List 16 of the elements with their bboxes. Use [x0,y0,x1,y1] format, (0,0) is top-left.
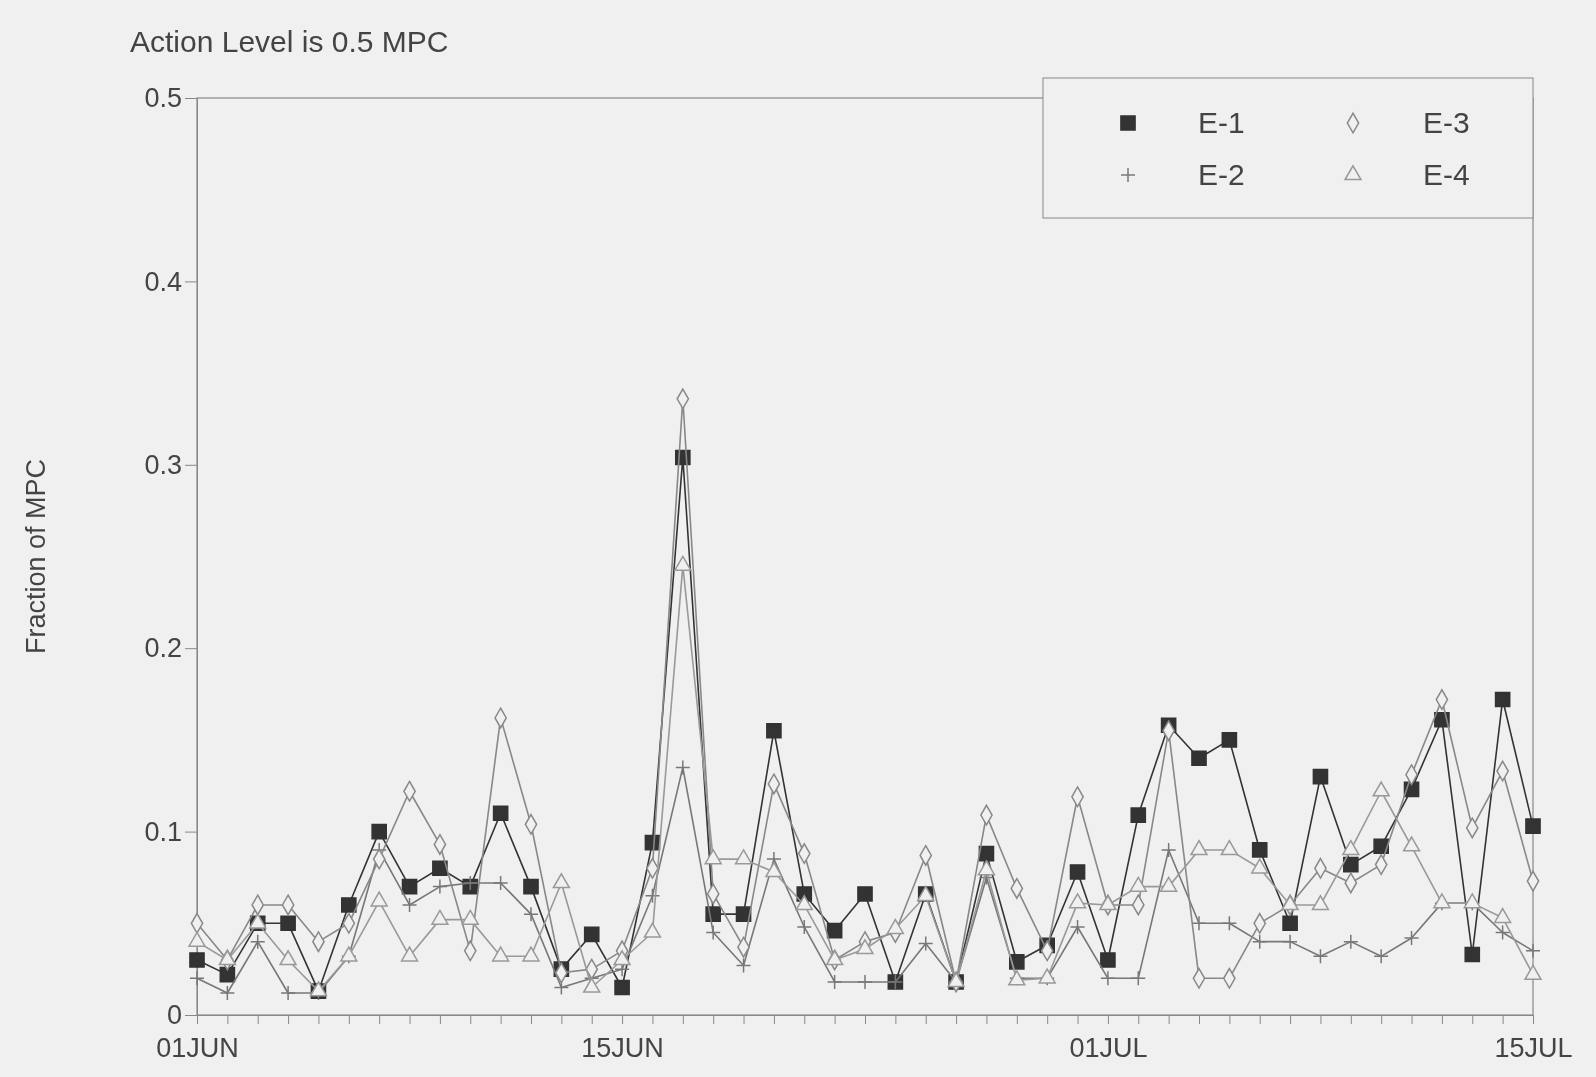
y-tick-label: 0.2 [144,633,182,664]
y-tick-label: 0.3 [144,449,182,480]
x-tick-label: 15JUL [1494,1032,1573,1063]
x-tick-label: 15JUN [581,1032,664,1063]
y-tick-label: 0.4 [144,266,182,297]
y-axis-title: Fraction of MPC [21,458,51,655]
y-tick-label: 0.5 [144,83,182,114]
y-tick-label: 0 [166,1000,182,1031]
y-tick-label: 0.1 [144,816,182,847]
chart-title: Action Level is 0.5 MPC [130,25,449,58]
legend-label: E-1 [1198,106,1245,139]
x-tick-label: 01JUL [1069,1032,1148,1063]
x-tick-label: 01JUN [156,1032,239,1063]
legend-label: E-2 [1198,158,1245,191]
legend-label: E-4 [1423,158,1470,191]
legend-label: E-3 [1423,106,1470,139]
